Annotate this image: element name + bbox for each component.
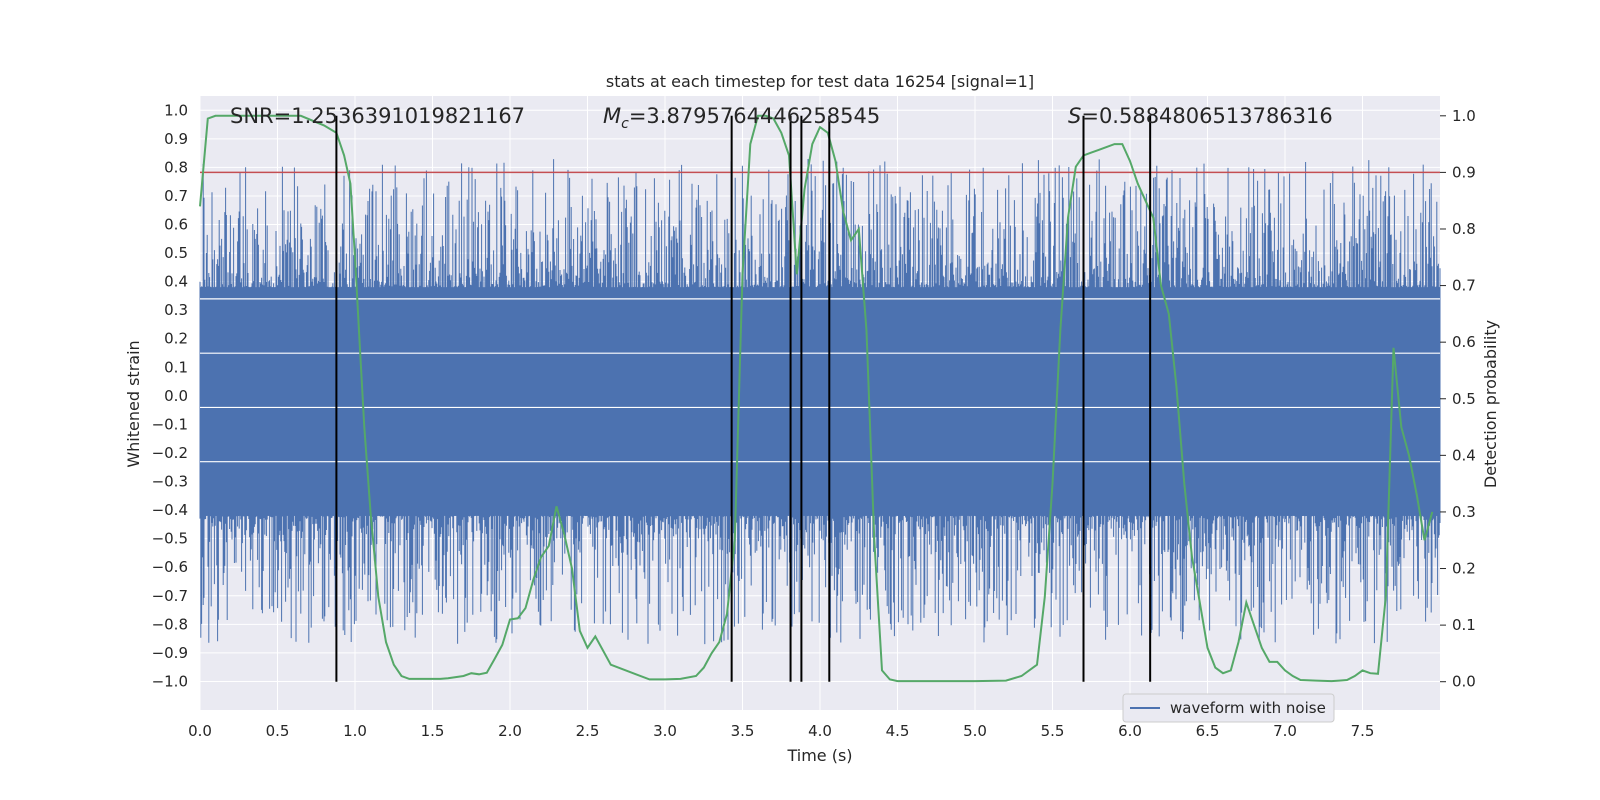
y2-tick-label: 0.6 (1452, 333, 1476, 351)
detection-probability-layer (199, 114, 1434, 683)
x-axis-label: Time (s) (786, 746, 852, 765)
chirp-mass-symbol: M (603, 104, 621, 128)
y-tick-label: −1.0 (152, 672, 188, 690)
y-tick-label: 0.6 (164, 216, 188, 234)
y2-tick-label: 0.0 (1452, 673, 1476, 691)
y-axis-label: Whitened strain (124, 340, 143, 467)
x-tick-label: 1.0 (343, 722, 367, 740)
y-tick-label: 0.1 (164, 358, 188, 376)
snr-annotation: SNR=1.2536391019821167 (230, 104, 525, 128)
x-tick-label: 2.5 (576, 722, 600, 740)
y-tick-label: −0.8 (152, 615, 188, 633)
x-tick-label: 5.0 (963, 722, 987, 740)
spin-value: =0.5884806513786316 (1081, 104, 1332, 128)
detection-probability-line (199, 114, 1434, 683)
y2-tick-label: 0.2 (1452, 560, 1476, 578)
x-tick-label: 7.5 (1351, 722, 1375, 740)
y-tick-label: 0.0 (164, 387, 188, 405)
x-tick-label: 0.0 (188, 722, 212, 740)
y-tick-label: 0.5 (164, 244, 188, 262)
y-tick-label: 0.4 (164, 273, 188, 291)
y2-tick-label: 0.7 (1452, 277, 1476, 295)
chart-title: stats at each timestep for test data 162… (606, 72, 1034, 91)
x-tick-label: 5.5 (1041, 722, 1065, 740)
y-tick-label: 0.8 (164, 158, 188, 176)
y2-tick-label: 0.9 (1452, 163, 1476, 181)
y-tick-label: −0.1 (152, 415, 188, 433)
y2-tick-label: 0.8 (1452, 220, 1476, 238)
waveform-with-noise-series (199, 159, 1441, 645)
y-tick-label: 0.7 (164, 187, 188, 205)
y-tick-label: −0.3 (152, 473, 188, 491)
chirp-mass-value: =3.8795764446258545 (629, 104, 880, 128)
y-tick-label: 0.9 (164, 130, 188, 148)
x-tick-label: 1.5 (421, 722, 445, 740)
spin-annotation: S=0.5884806513786316 (1068, 104, 1333, 128)
y-tick-label: −0.7 (152, 587, 188, 605)
legend: waveform with noise (1122, 693, 1335, 723)
y-tick-label: −0.6 (152, 558, 188, 576)
x-axis-ticks: 0.0 0.5 1.0 1.5 2.0 2.5 3.0 3.5 4.0 4.5 5.0 5.5 6.0 6… (188, 722, 1374, 740)
chirp-mass-subscript: c (621, 116, 629, 132)
x-tick-label: 3.5 (731, 722, 755, 740)
y-tick-label: −0.4 (152, 501, 188, 519)
y2-tick-label: 0.1 (1452, 616, 1476, 634)
x-tick-label: 6.5 (1196, 722, 1220, 740)
y2-tick-label: 0.5 (1452, 390, 1476, 408)
x-tick-label: 2.0 (498, 722, 522, 740)
y-tick-label: −0.5 (152, 530, 188, 548)
x-tick-label: 3.0 (653, 722, 677, 740)
y-tick-label: −0.2 (152, 444, 188, 462)
y-tick-label: 1.0 (164, 101, 188, 119)
y2-tick-label: 1.0 (1452, 107, 1476, 125)
y-tick-label: 0.2 (164, 330, 188, 348)
event-markers (335, 115, 1152, 682)
legend-label: waveform with noise (1170, 699, 1326, 717)
x-tick-label: 7.0 (1273, 722, 1297, 740)
x-tick-label: 4.0 (808, 722, 832, 740)
y-axis-ticks: 1.0 0.9 0.8 0.7 0.6 0.5 0.4 0.3 0.2 0.1 0.0 −0.1 −0.… (152, 101, 188, 690)
y2-tick-label: 0.4 (1452, 446, 1476, 464)
x-tick-label: 4.5 (886, 722, 910, 740)
x-tick-label: 6.0 (1118, 722, 1142, 740)
chirp-mass-annotation: Mc=3.8795764446258545 (603, 104, 880, 132)
y-tick-label: −0.9 (152, 644, 188, 662)
y2-axis-ticks: 1.0 0.9 0.8 0.7 0.6 0.5 0.4 0.3 0.2 0.1 0.0 (1440, 107, 1476, 691)
legend-box (1122, 693, 1335, 723)
spin-symbol: S (1068, 104, 1081, 128)
y2-tick-label: 0.3 (1452, 503, 1476, 521)
y-tick-label: 0.3 (164, 301, 188, 319)
y2-axis-label: Detection probability (1481, 320, 1500, 488)
x-tick-label: 0.5 (266, 722, 290, 740)
